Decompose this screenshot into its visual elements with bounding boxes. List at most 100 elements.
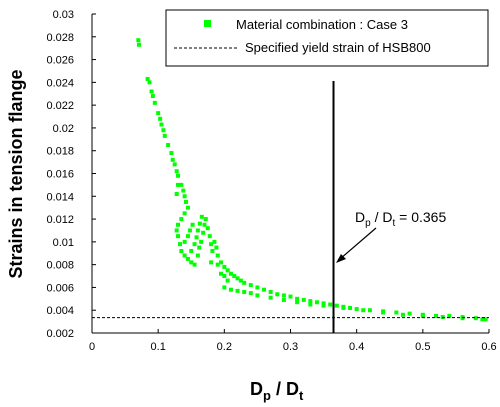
- legend-marker-scatter: [204, 20, 211, 27]
- scatter-point: [400, 312, 405, 317]
- scatter-point: [222, 274, 227, 279]
- annotation-sub1: p: [365, 218, 371, 229]
- scatter-point: [156, 111, 161, 116]
- axis-ticks: [91, 13, 490, 334]
- y-tick-label: 0.004: [46, 305, 74, 317]
- scatter-point: [295, 296, 300, 301]
- scatter-point: [202, 222, 207, 227]
- x-title-sep: /: [271, 379, 286, 399]
- scatter-point: [295, 300, 300, 305]
- scatter-point: [145, 76, 150, 81]
- scatter-point: [183, 199, 188, 204]
- scatter-point: [174, 169, 179, 174]
- scatter-point: [367, 308, 372, 313]
- scatter-point: [194, 235, 199, 240]
- scatter-point: [328, 302, 333, 307]
- x-tick-label: 0.2: [217, 341, 232, 353]
- scatter-point: [228, 287, 233, 292]
- y-tick-label: 0.012: [46, 214, 74, 226]
- y-tick-label: 0.014: [46, 191, 74, 203]
- scatter-point: [420, 313, 425, 318]
- annotation-value: = 0.365: [395, 209, 446, 225]
- scatter-point: [480, 317, 485, 322]
- scatter-point: [321, 301, 326, 306]
- scatter-point: [147, 80, 152, 85]
- scatter-point: [199, 239, 204, 244]
- scatter-point: [235, 276, 240, 281]
- x-tick-label: 0.5: [415, 341, 430, 353]
- scatter-point: [222, 264, 227, 269]
- scatter-point: [179, 182, 184, 187]
- x-title-sub2: t: [299, 388, 304, 403]
- scatter-point: [235, 288, 240, 293]
- y-tick-label: 0.022: [46, 100, 74, 112]
- scatter-point: [136, 38, 141, 43]
- scatter-point: [178, 242, 183, 247]
- scatter-point: [174, 192, 179, 197]
- scatter-point: [394, 310, 399, 315]
- scatter-point: [215, 253, 220, 258]
- annotation-sep: /: [371, 209, 383, 225]
- scatter-point: [361, 308, 366, 313]
- annotation-d1: D: [355, 209, 365, 225]
- scatter-point: [136, 42, 141, 47]
- scatter-point: [473, 316, 478, 321]
- scatter-point: [150, 94, 155, 99]
- scatter-point: [174, 228, 179, 233]
- scatter-point: [159, 122, 164, 127]
- scatter-point: [308, 299, 313, 304]
- scatter-point: [314, 300, 319, 305]
- scatter-point: [182, 253, 187, 258]
- scatter-point: [172, 162, 177, 167]
- scatter-point: [255, 293, 260, 298]
- scatter-point: [447, 313, 452, 318]
- scatter-point: [162, 133, 167, 138]
- scatter-point: [179, 248, 184, 253]
- scatter-point: [288, 294, 293, 299]
- y-tick-label: 0.016: [46, 169, 74, 181]
- x-tick-label: 0.6: [481, 341, 496, 353]
- scatter-point: [483, 317, 488, 322]
- scatter-point: [189, 260, 194, 265]
- scatter-point: [170, 157, 175, 162]
- scatter-point: [187, 228, 192, 233]
- scatter-point: [275, 292, 280, 297]
- y-tick-label: 0.002: [46, 328, 74, 340]
- scatter-point: [207, 234, 212, 239]
- legend-label-scatter: Material combination : Case 3: [236, 17, 408, 32]
- scatter-point: [149, 89, 154, 94]
- scatter-point: [219, 260, 224, 265]
- scatter-point: [203, 217, 208, 222]
- scatter-point: [225, 268, 230, 273]
- scatter-point: [199, 214, 204, 219]
- y-tick-label: 0.03: [53, 9, 74, 21]
- scatter-point: [195, 228, 200, 233]
- x-tick-label: 0: [89, 341, 95, 353]
- scatter-point: [190, 222, 195, 227]
- scatter-point: [334, 303, 339, 308]
- scatter-point: [341, 305, 346, 310]
- scatter-point: [238, 278, 243, 283]
- scatter-point: [354, 307, 359, 312]
- x-title-sub1: p: [263, 388, 271, 403]
- scatter-point: [185, 234, 190, 239]
- scatter-point: [248, 283, 253, 288]
- scatter-point: [205, 226, 210, 231]
- scatter-point: [434, 313, 439, 318]
- scatter-point: [301, 297, 306, 302]
- scatter-point: [281, 297, 286, 302]
- scatter-point: [192, 242, 197, 247]
- scatter-point: [169, 150, 174, 155]
- y-tick-label: 0.018: [46, 146, 74, 158]
- scatter-point: [242, 280, 247, 285]
- scatter-point: [176, 173, 181, 178]
- y-tick-label: 0.008: [46, 260, 74, 272]
- y-tick-label: 0.028: [46, 32, 74, 44]
- scatter-points: [136, 38, 488, 322]
- scatter-point: [407, 311, 412, 316]
- scatter-point: [348, 305, 353, 310]
- y-tick-label: 0.01: [53, 237, 74, 249]
- scatter-point: [189, 248, 194, 253]
- y-axis-title: Strains in tension flange: [6, 69, 26, 278]
